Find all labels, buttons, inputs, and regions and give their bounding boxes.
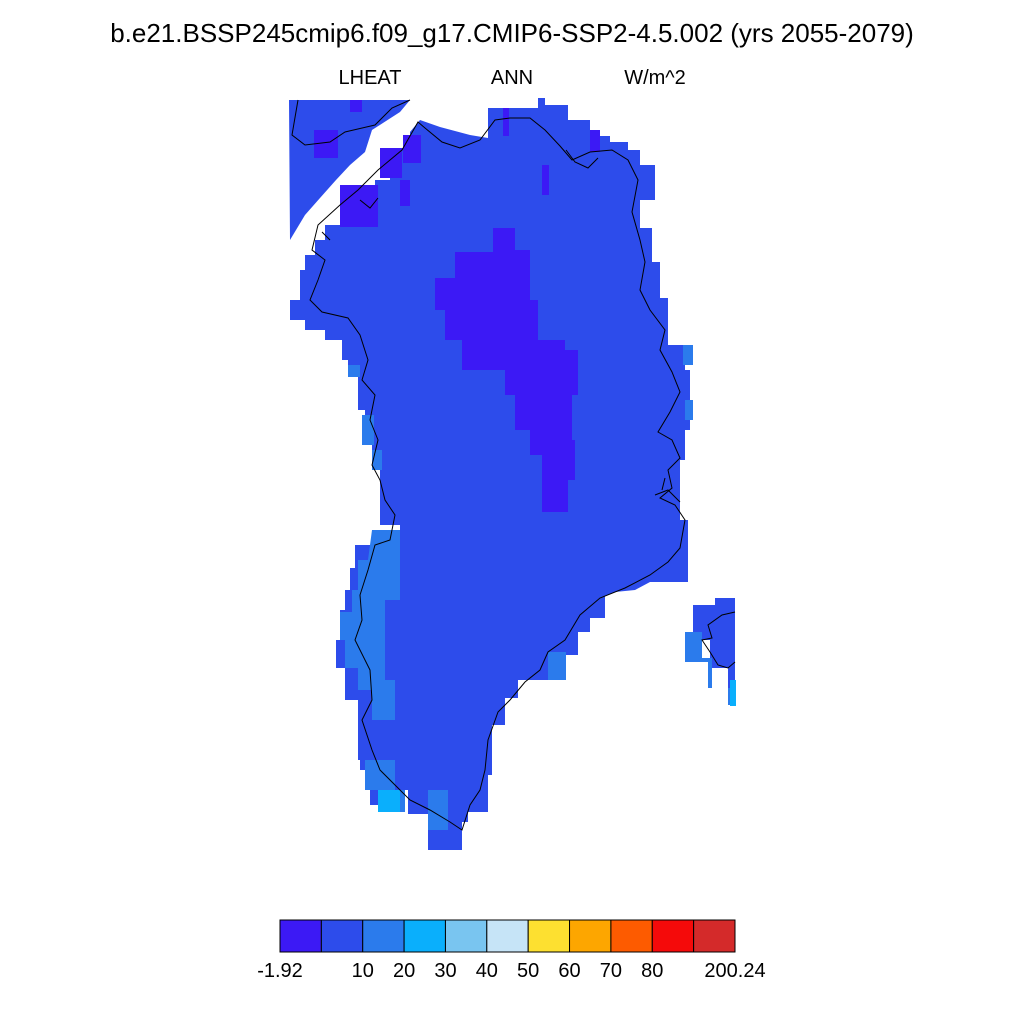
colorbar-tick-label: 50 <box>517 960 540 982</box>
colorbar-tick-label: 10 <box>351 960 374 982</box>
field-iceland-tip <box>730 680 736 706</box>
field-iceland-coast <box>685 632 735 705</box>
colorbar-tick-label: -1.92 <box>257 960 303 982</box>
colorbar-box <box>693 919 736 953</box>
colorbar-boxes <box>279 919 736 953</box>
coastline-fjord <box>654 477 681 503</box>
field-streak <box>380 148 402 178</box>
field-east-coast <box>685 400 693 420</box>
coastline-iceland <box>701 611 736 669</box>
field-interior-low <box>435 228 578 512</box>
map-field <box>289 98 736 850</box>
colorbar-tick-label: 30 <box>434 960 457 982</box>
field-main <box>289 98 690 850</box>
coastline-northern-islands <box>321 149 599 241</box>
colorbar-box <box>444 919 488 953</box>
field-west-coast <box>428 790 448 830</box>
colorbar-tick-label: 60 <box>558 960 581 982</box>
field-streak <box>542 165 549 195</box>
field-streak <box>350 100 362 112</box>
season-label: ANN <box>490 67 534 89</box>
field-west-coast <box>340 530 400 720</box>
colorbar-box <box>486 919 529 953</box>
field-streak <box>400 180 410 206</box>
field-east-coast <box>683 345 693 365</box>
colorbar-box <box>279 919 322 953</box>
plot-title: b.e21.BSSP245cmip6.f09_g17.CMIP6-SSP2-4.… <box>110 18 914 48</box>
colorbar-box <box>403 919 446 953</box>
field-streak <box>403 135 421 163</box>
colorbar-box <box>362 919 405 953</box>
field-streak <box>503 108 509 136</box>
field-west-coast <box>372 450 382 470</box>
variable-label: LHEAT <box>338 67 402 89</box>
colorbar-box <box>610 919 653 953</box>
field-streak <box>314 130 338 158</box>
field-west-coast <box>348 365 360 377</box>
units-label: W/m^2 <box>624 67 686 89</box>
colorbar-tick-label: 40 <box>475 960 498 982</box>
coastline <box>291 99 736 831</box>
coastline-greenland <box>291 99 686 831</box>
field-streak <box>590 130 600 152</box>
colorbar-box <box>651 919 695 953</box>
colorbar-box <box>320 919 364 953</box>
colorbar-box <box>569 919 612 953</box>
colorbar-tick-label: 20 <box>392 960 416 982</box>
colorbar-box <box>527 919 571 953</box>
colorbar-tick-label: 200.24 <box>704 960 766 982</box>
field-west-coast <box>548 652 566 680</box>
colorbar-tick-label: 80 <box>641 960 664 982</box>
field-southwest-tip <box>378 790 400 812</box>
colorbar-tick-label: 70 <box>599 960 623 982</box>
